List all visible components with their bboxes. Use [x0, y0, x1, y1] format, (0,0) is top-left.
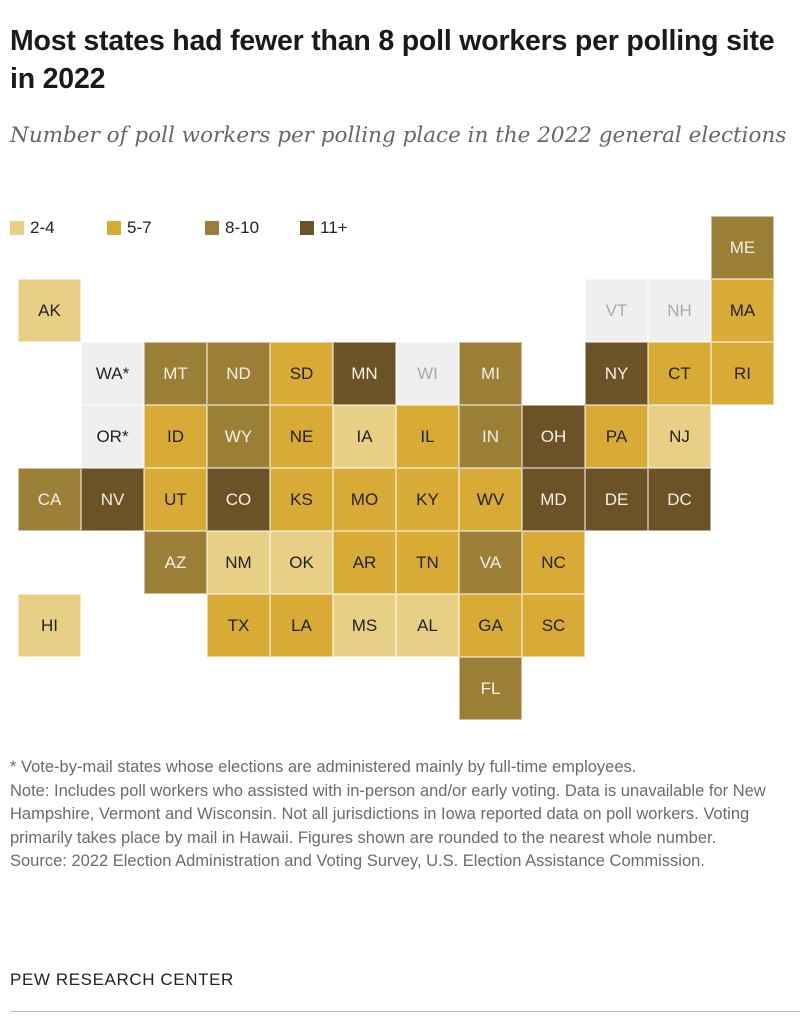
state-tile-mo: MO [333, 468, 396, 531]
state-tile-nd: ND [207, 342, 270, 405]
state-tile-ak: AK [18, 279, 81, 342]
state-tile-me: ME [711, 216, 774, 279]
state-tile-nh: NH [648, 279, 711, 342]
state-tile-ga: GA [459, 594, 522, 657]
state-tile-co: CO [207, 468, 270, 531]
footnotes: * Vote-by-mail states whose elections ar… [10, 756, 805, 874]
state-tile-ky: KY [396, 468, 459, 531]
legend-label: 11+ [320, 218, 348, 237]
legend-label: 8-10 [225, 218, 260, 237]
state-tile-ok: OK [270, 531, 333, 594]
state-tile-mt: MT [144, 342, 207, 405]
bottom-divider [10, 1011, 800, 1012]
state-tile-wa: WA* [81, 342, 144, 405]
state-tile-wv: WV [459, 468, 522, 531]
state-tile-or: OR* [81, 405, 144, 468]
state-tile-nc: NC [522, 531, 585, 594]
state-tile-oh: OH [522, 405, 585, 468]
legend-label: 5-7 [127, 218, 152, 237]
state-tile-sc: SC [522, 594, 585, 657]
state-tile-vt: VT [585, 279, 648, 342]
state-tile-ny: NY [585, 342, 648, 405]
legend-swatch [205, 221, 219, 235]
state-tile-ut: UT [144, 468, 207, 531]
chart-subtitle: Number of poll workers per polling place… [10, 123, 787, 148]
state-tile-pa: PA [585, 405, 648, 468]
state-tile-md: MD [522, 468, 585, 531]
state-tile-wy: WY [207, 405, 270, 468]
state-tile-mn: MN [333, 342, 396, 405]
state-tile-ks: KS [270, 468, 333, 531]
state-tile-dc: DC [648, 468, 711, 531]
state-tile-la: LA [270, 594, 333, 657]
legend-swatch [300, 221, 314, 235]
state-tile-az: AZ [144, 531, 207, 594]
source-note: Source: 2022 Election Administration and… [10, 852, 705, 870]
state-tile-va: VA [459, 531, 522, 594]
state-tile-in: IN [459, 405, 522, 468]
state-tile-ri: RI [711, 342, 774, 405]
state-tile-ne: NE [270, 405, 333, 468]
legend-swatch [10, 221, 24, 235]
state-tile-ct: CT [648, 342, 711, 405]
state-tile-tn: TN [396, 531, 459, 594]
state-tile-ma: MA [711, 279, 774, 342]
footer-brand: PEW RESEARCH CENTER [10, 970, 234, 989]
state-tile-mi: MI [459, 342, 522, 405]
state-tile-tx: TX [207, 594, 270, 657]
state-tile-ms: MS [333, 594, 396, 657]
state-tile-al: AL [396, 594, 459, 657]
state-tile-hi: HI [18, 594, 81, 657]
state-tile-ca: CA [18, 468, 81, 531]
tile-grid-map: ME AK VT NH MA WA* MT ND SD MN WI MI NY CT RI OR* ID WY NE… [18, 216, 774, 720]
legend-swatch [107, 221, 121, 235]
asterisk-note: * Vote-by-mail states whose elections ar… [10, 758, 637, 776]
state-tile-ar: AR [333, 531, 396, 594]
chart-title: Most states had fewer than 8 poll worker… [10, 25, 775, 95]
state-tile-il: IL [396, 405, 459, 468]
state-tile-wi: WI [396, 342, 459, 405]
state-tile-de: DE [585, 468, 648, 531]
state-tile-id: ID [144, 405, 207, 468]
state-tile-fl: FL [459, 657, 522, 720]
state-tile-nj: NJ [648, 405, 711, 468]
state-tile-nv: NV [81, 468, 144, 531]
state-tile-ia: IA [333, 405, 396, 468]
legend-label: 2-4 [30, 218, 55, 237]
state-tile-sd: SD [270, 342, 333, 405]
state-tile-nm: NM [207, 531, 270, 594]
methodology-note: Note: Includes poll workers who assisted… [10, 781, 766, 847]
